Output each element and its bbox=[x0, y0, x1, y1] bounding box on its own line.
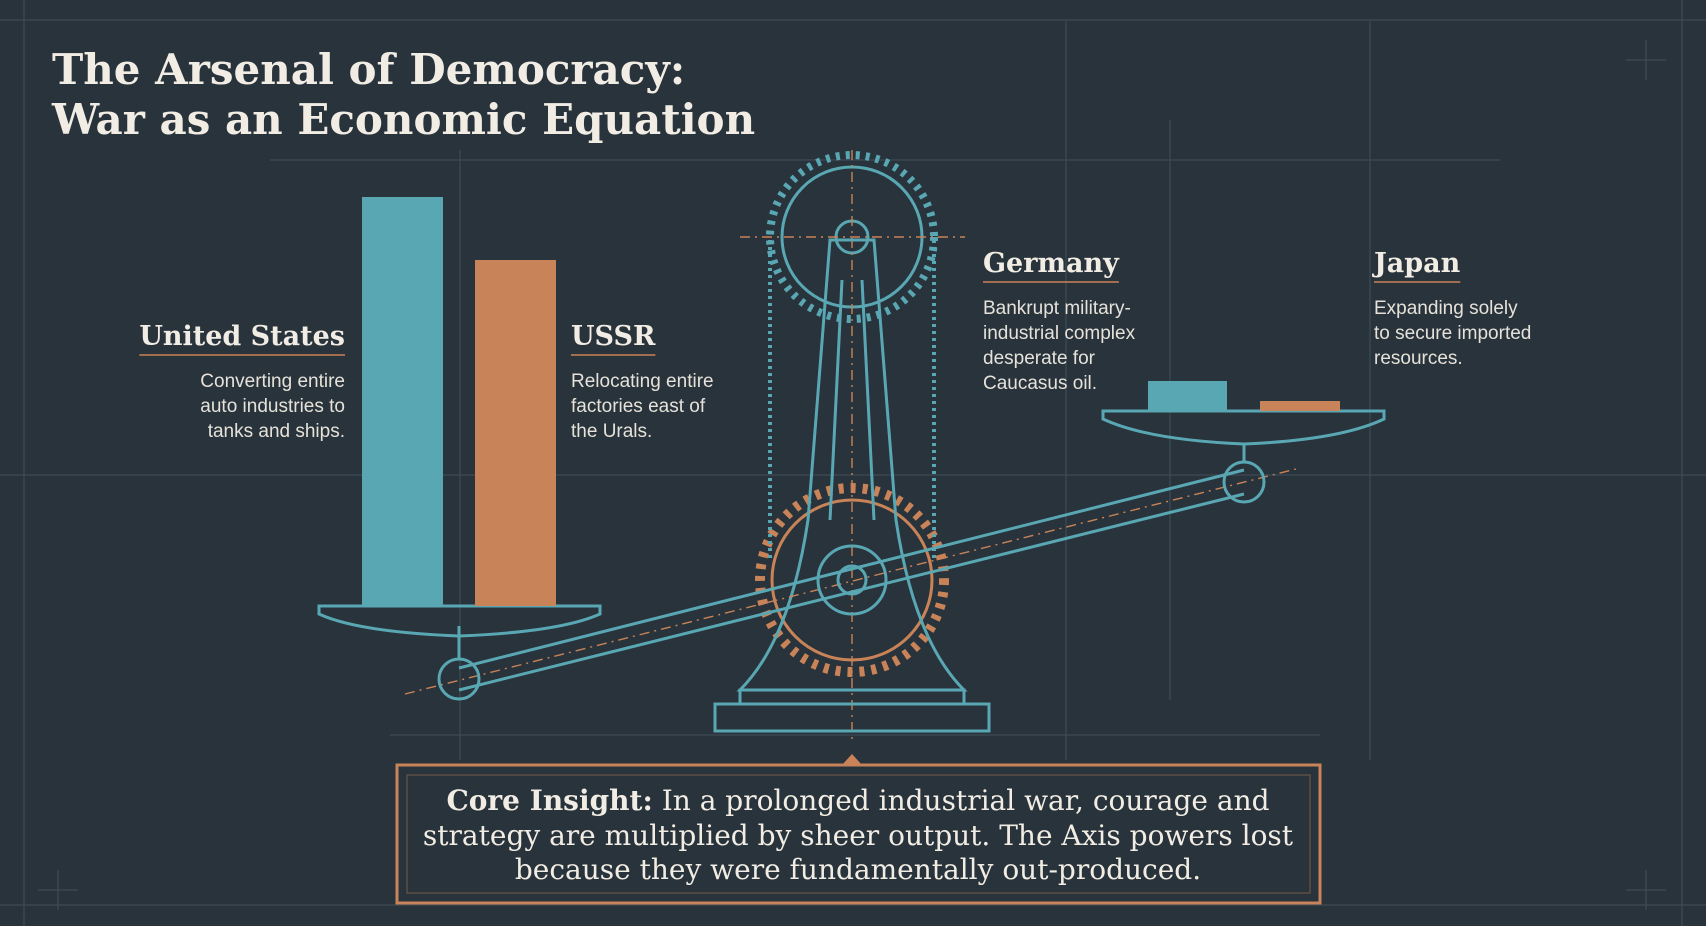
beam bbox=[458, 468, 1245, 692]
label-desc: Converting entire bbox=[200, 371, 345, 392]
labels: United States Converting entire auto indus… bbox=[139, 248, 1531, 442]
gear-top bbox=[766, 151, 938, 323]
bar-ussr bbox=[475, 260, 556, 606]
bar-us bbox=[362, 197, 443, 606]
title-line: War as an Economic Equation bbox=[51, 95, 755, 144]
insight-inner bbox=[406, 774, 1311, 894]
label-desc: the Urals. bbox=[571, 421, 652, 442]
pivot-left bbox=[437, 657, 481, 701]
label-desc: Relocating entire bbox=[571, 371, 714, 392]
label-desc: industrial complex bbox=[983, 323, 1136, 344]
label-desc: tanks and ships. bbox=[208, 421, 345, 442]
insight-text: In a prolonged industrial war, courage a… bbox=[662, 784, 1270, 817]
label-desc: auto industries to bbox=[200, 396, 345, 417]
label-desc: desperate for bbox=[983, 348, 1096, 369]
label-heading: Germany bbox=[983, 248, 1120, 279]
label-desc: factories east of bbox=[571, 396, 706, 417]
title-line: The Arsenal of Democracy: bbox=[52, 45, 685, 94]
insight-line: Core Insight: In a prolonged industrial … bbox=[446, 784, 1269, 817]
insight-label: Core Insight: bbox=[446, 784, 652, 817]
label-desc: Caucasus oil. bbox=[983, 373, 1097, 394]
pivot-hub bbox=[836, 564, 868, 596]
tower-inner bbox=[828, 279, 876, 521]
label-desc: Expanding solely bbox=[1374, 298, 1518, 319]
label-heading: Japan bbox=[1372, 248, 1461, 279]
insight-line: strategy are multiplied by sheer output.… bbox=[423, 819, 1294, 852]
pointer bbox=[842, 754, 862, 765]
pan-right bbox=[1101, 409, 1386, 446]
block-germany bbox=[1148, 381, 1227, 411]
label-desc: resources. bbox=[1374, 348, 1463, 369]
gear-orange bbox=[755, 483, 949, 677]
label-desc: to secure imported bbox=[1374, 323, 1531, 344]
insight-line: because they were fundamentally out-prod… bbox=[515, 853, 1201, 886]
label-heading: United States bbox=[139, 321, 345, 352]
insight-box bbox=[395, 763, 1322, 905]
label-heading: USSR bbox=[571, 321, 656, 352]
tower-foot bbox=[713, 702, 991, 733]
block-japan bbox=[1260, 401, 1340, 411]
label-desc: Bankrupt military- bbox=[983, 298, 1131, 319]
pivot-center bbox=[816, 544, 888, 616]
pan-left bbox=[317, 604, 602, 638]
